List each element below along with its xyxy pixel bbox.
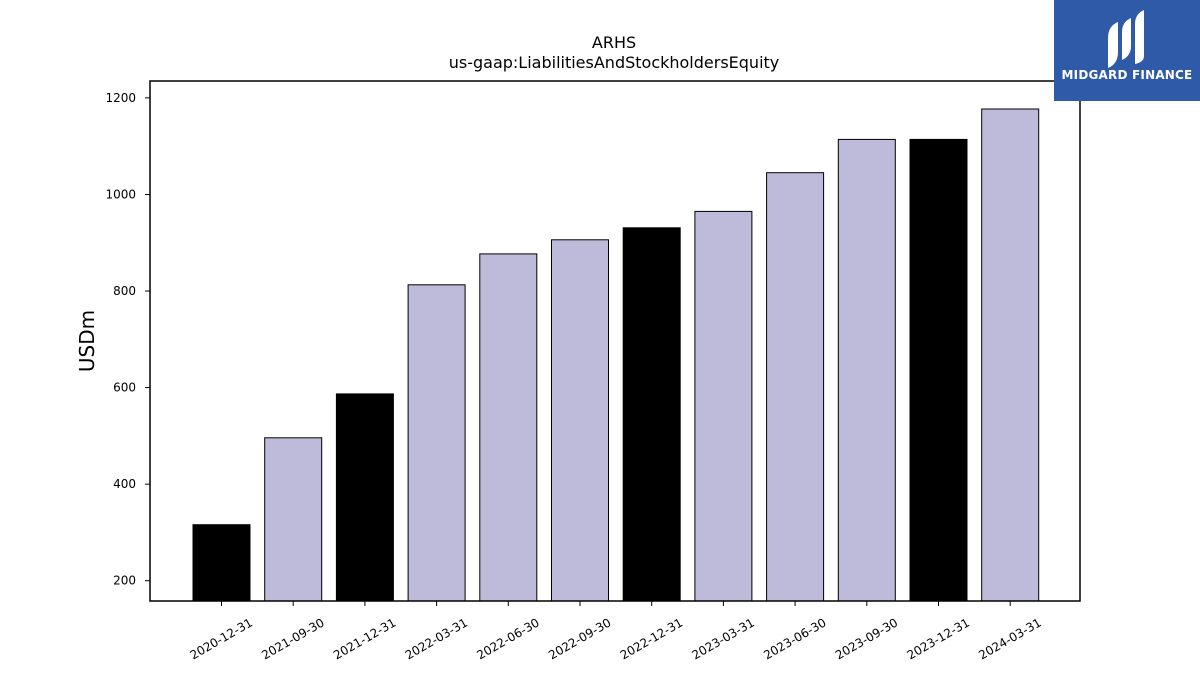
x-tick-label: 2022-06-30 <box>474 615 541 662</box>
midgard-finance-logo: MIDGARD FINANCE <box>1054 0 1200 101</box>
bar-2023-06-30 <box>766 172 825 602</box>
bar-2022-03-31 <box>407 284 466 602</box>
bar-2023-12-31 <box>909 138 968 602</box>
x-tick-label: 2021-09-30 <box>259 615 326 662</box>
bar-2024-03-31 <box>981 108 1040 602</box>
y-axis-label: USDm <box>75 310 99 372</box>
x-tick-label: 2024-03-31 <box>976 615 1043 662</box>
x-tick-label: 2022-03-31 <box>403 615 470 662</box>
x-tick-label: 2022-12-31 <box>618 615 685 662</box>
plot-frame <box>149 80 1081 602</box>
bar-2022-09-30 <box>551 239 609 602</box>
bar-2022-12-31 <box>622 227 681 602</box>
y-tick-label: 1200 <box>105 91 136 105</box>
x-axis: 2020-12-31 2021-09-30 2021-12-31 2022-03-31… <box>188 601 1044 662</box>
y-tick-label: 600 <box>113 381 136 395</box>
x-tick-label: 2023-12-31 <box>905 615 972 662</box>
x-tick-label: 2023-03-31 <box>689 615 756 662</box>
y-tick-label: 800 <box>113 284 136 298</box>
bars-group <box>192 108 1040 602</box>
y-tick-label: 200 <box>113 574 136 588</box>
x-tick-label: 2020-12-31 <box>188 615 255 662</box>
y-tick-label: 1000 <box>105 187 136 201</box>
x-tick-label: 2021-12-31 <box>331 615 398 662</box>
bar-2022-06-30 <box>479 253 538 602</box>
y-axis: 200 400 600 800 1000 1200 <box>105 91 150 588</box>
chart-title: ARHS <box>592 33 636 52</box>
bar-2023-09-30 <box>837 138 896 602</box>
bar-2023-03-31 <box>694 210 753 602</box>
bar-2020-12-31 <box>192 524 251 602</box>
midgard-logo-icon <box>1108 10 1144 68</box>
y-tick-label: 400 <box>113 477 136 491</box>
x-tick-label: 2023-06-30 <box>761 615 828 662</box>
x-tick-label: 2023-09-30 <box>833 615 900 662</box>
bar-2021-12-31 <box>335 393 394 602</box>
chart-subtitle: us-gaap:LiabilitiesAndStockholdersEquity <box>449 53 780 72</box>
bar-2021-09-30 <box>264 437 323 602</box>
logo-text: MIDGARD FINANCE <box>1061 68 1193 82</box>
x-tick-label: 2022-09-30 <box>546 615 613 662</box>
